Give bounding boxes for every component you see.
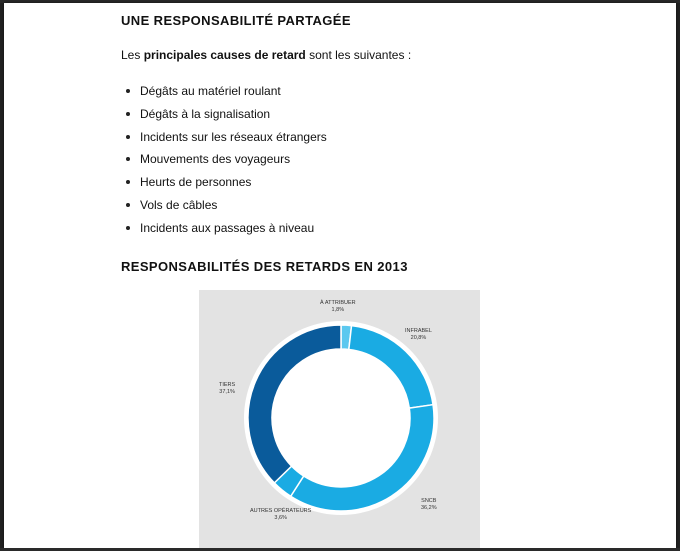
intro-paragraph: Les principales causes de retard sont le… xyxy=(121,48,411,62)
list-item-text: Dégâts au matériel roulant xyxy=(140,84,281,98)
list-item-text: Incidents aux passages à niveau xyxy=(140,220,315,235)
document-page: UNE RESPONSABILITÉ PARTAGÉE Les principa… xyxy=(4,3,676,548)
list-item-text: Incidents sur les réseaux étrangers xyxy=(140,129,327,144)
list-item: Mouvements des voyageurs xyxy=(126,151,327,174)
slice-label-name: SNCB xyxy=(421,498,437,504)
viewer-top-edge xyxy=(0,0,680,3)
list-item: Dégâts à la signalisation xyxy=(126,106,327,129)
list-item-text: Dégâts à la signalisation xyxy=(140,106,271,121)
bullet-icon xyxy=(126,111,130,116)
slice-label-name: INFRABEL xyxy=(405,328,432,334)
slice-label-value: 20,8% xyxy=(410,335,427,341)
bullet-icon xyxy=(126,134,130,139)
intro-text-end: sont les suivantes : xyxy=(305,48,412,62)
section-heading-delay-responsibilities: RESPONSABILITÉS DES RETARDS EN 2013 xyxy=(121,259,408,274)
slice-label-value: 3,6% xyxy=(274,515,287,521)
slice-label-a-attribuer: À ATTRIBUER 1,8% xyxy=(320,300,356,314)
list-item: Incidents aux passages à niveau xyxy=(126,220,327,243)
slice-label-autres-operateurs: AUTRES OPÉRATEURS 3,6% xyxy=(250,508,311,522)
slice-label-value: 37,1% xyxy=(219,389,235,395)
bullet-icon xyxy=(126,180,130,185)
delay-causes-list: Dégâts au matériel roulant Dégâts à la s… xyxy=(126,83,327,243)
donut-chart xyxy=(244,321,438,515)
donut-chart-panel: À ATTRIBUER 1,8% INFRABEL 20,8% SNCB 36,… xyxy=(199,290,480,548)
bullet-icon xyxy=(126,157,130,162)
bullet-icon xyxy=(126,89,130,93)
donut-center-hole xyxy=(273,350,409,486)
list-item: Incidents sur les réseaux étrangers xyxy=(126,129,327,152)
list-item: Dégâts au matériel roulant xyxy=(126,83,327,106)
slice-label-name: AUTRES OPÉRATEURS xyxy=(250,508,312,514)
list-item-text: Heurts de personnes xyxy=(140,175,252,190)
donut-slice-tiers xyxy=(247,324,342,484)
bullet-icon xyxy=(126,202,130,207)
slice-label-tiers: TIERS 37,1% xyxy=(219,382,235,396)
list-item-text: Vols de câbles xyxy=(140,197,218,212)
slice-label-infrabel: INFRABEL 20,8% xyxy=(405,328,432,342)
list-item-text: Mouvements des voyageurs xyxy=(140,152,291,167)
intro-text-bold: principales causes de retard xyxy=(143,48,306,62)
viewer-bottom-edge xyxy=(0,548,680,551)
section-heading-shared-responsibility: UNE RESPONSABILITÉ PARTAGÉE xyxy=(121,13,351,28)
list-item: Heurts de personnes xyxy=(126,174,327,197)
slice-label-sncb: SNCB 36,2% xyxy=(421,498,437,512)
bullet-icon xyxy=(126,225,130,230)
list-item: Vols de câbles xyxy=(126,197,327,220)
slice-label-name: À ATTRIBUER xyxy=(320,300,356,306)
slice-label-value: 1,8% xyxy=(331,307,345,313)
slice-label-name: TIERS xyxy=(219,382,236,388)
intro-text-start: Les xyxy=(121,48,144,62)
slice-label-value: 36,2% xyxy=(421,505,437,511)
